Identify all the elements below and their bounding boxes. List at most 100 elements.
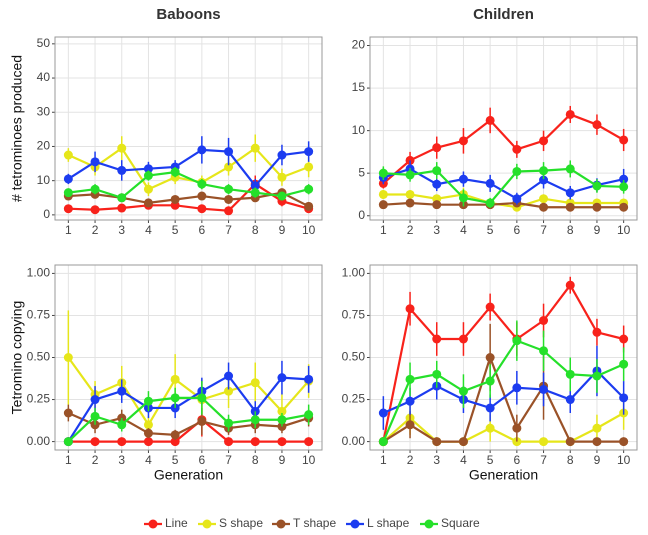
data-point [619,202,629,212]
data-point [224,194,234,204]
data-point [512,144,522,154]
x-axis-title: Generation [154,467,223,483]
x-tick-label: 1 [65,453,72,467]
data-point [485,115,495,125]
y-tick-label: 0.25 [342,392,366,406]
series-line [382,412,625,443]
y-tick-label: 0.75 [342,308,366,322]
x-tick-label: 2 [92,453,99,467]
data-point [90,411,100,421]
panel-border [54,36,323,221]
data-point [63,408,73,418]
y-tick-label: 1.00 [342,266,366,280]
data-point [405,374,415,384]
data-point [405,189,415,199]
x-tick-label: 3 [433,453,440,467]
y-tick-label: 0.50 [27,350,51,364]
data-point [304,162,314,172]
x-tick-label: 9 [594,453,601,467]
series-line [383,201,624,209]
data-point [143,428,153,438]
data-point [619,359,629,369]
y-tick-label: 20 [37,139,51,153]
x-tick-label: 8 [252,223,259,237]
x-tick-label: 4 [460,453,467,467]
y-tick-label: 15 [352,80,366,94]
data-point [432,200,442,210]
data-point [485,423,495,433]
data-point [143,184,153,194]
data-point [197,204,207,214]
data-point [592,423,602,433]
data-point [224,371,234,381]
x-tick-label: 2 [92,223,99,237]
data-point [304,374,314,384]
data-point [512,194,522,204]
data-point [485,198,495,208]
data-point [539,384,549,394]
y-tick-label: 0 [358,208,365,222]
y-tick-label: 1.00 [27,266,51,280]
panel-title: Children [473,6,534,23]
data-point [619,437,629,447]
x-tick-label: 9 [279,453,286,467]
data-point [619,135,629,145]
series-line [68,418,309,443]
data-point [277,150,287,160]
data-point [592,327,602,337]
data-point [592,181,602,191]
panel-border [54,264,323,451]
data-point [304,201,314,211]
data-point [277,191,287,201]
y-tick-label: 0.25 [27,392,51,406]
data-point [378,189,388,199]
data-point [378,437,388,447]
y-tick-label: 0.50 [342,350,366,364]
data-point [250,437,260,447]
data-point [277,437,287,447]
data-point [458,136,468,146]
data-point [63,150,73,160]
data-point [63,353,73,362]
data-point [250,181,260,191]
data-point [277,415,287,425]
data-point [224,147,234,157]
x-tick-label: 10 [302,223,316,237]
data-point [90,157,100,167]
data-point [250,143,260,153]
panel-background [370,37,637,220]
panel-border [369,36,638,221]
data-point [485,353,495,362]
data-point [63,204,73,214]
series-line [68,182,309,212]
data-point [592,202,602,212]
x-tick-label: 2 [407,453,414,467]
data-point [197,191,207,201]
legend-swatch [350,519,360,529]
data-point [458,386,468,396]
x-tick-label: 1 [65,223,72,237]
x-tick-label: 5 [172,223,179,237]
data-point [117,203,127,213]
data-point [143,198,153,208]
x-tick-label: 5 [172,453,179,467]
x-tick-label: 10 [617,223,631,237]
data-point [224,206,234,216]
data-point [224,386,234,396]
x-tick-label: 1 [380,223,387,237]
x-tick-label: 6 [199,223,206,237]
data-point [592,437,602,447]
legend-label: L shape [367,516,410,530]
data-point [565,395,575,405]
data-point [405,396,415,406]
x-tick-label: 8 [567,453,574,467]
y-tick-label: 0.00 [342,434,366,448]
x-tick-label: 3 [433,223,440,237]
data-point [63,437,73,447]
data-point [565,188,575,198]
series-line [382,113,625,185]
data-point [224,437,234,447]
data-point [197,179,207,189]
data-point [458,174,468,184]
data-point [565,437,575,447]
